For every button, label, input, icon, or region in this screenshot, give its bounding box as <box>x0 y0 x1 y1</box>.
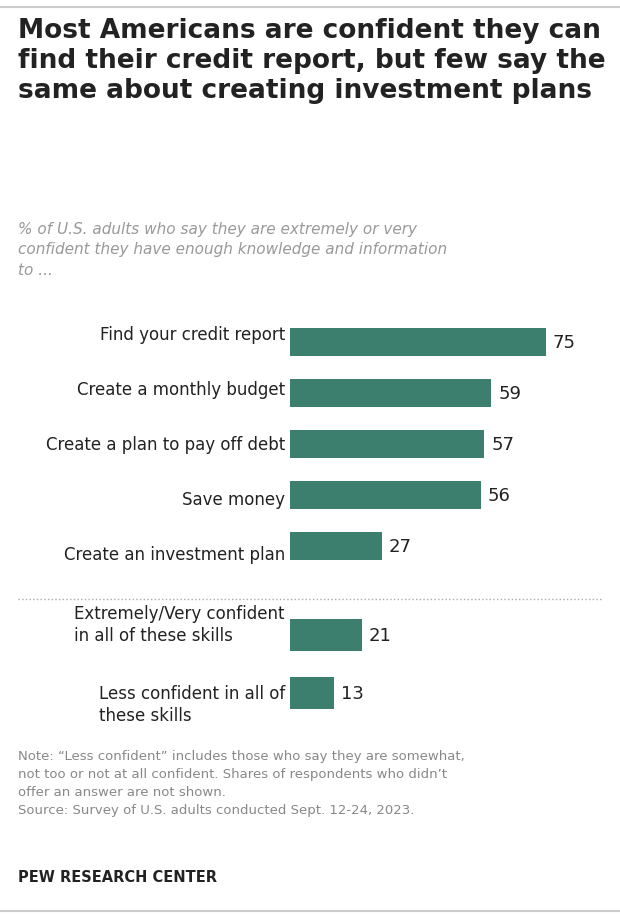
Bar <box>290 482 481 510</box>
Bar <box>290 328 546 357</box>
Text: PEW RESEARCH CENTER: PEW RESEARCH CENTER <box>18 869 217 884</box>
Text: 13: 13 <box>341 685 364 702</box>
Bar <box>290 677 334 709</box>
Text: Create an investment plan: Create an investment plan <box>64 545 285 563</box>
Text: 59: 59 <box>498 384 521 403</box>
Text: Note: “Less confident” includes those who say they are somewhat,: Note: “Less confident” includes those wh… <box>18 749 465 762</box>
Text: Less confident in all of
these skills: Less confident in all of these skills <box>99 684 285 724</box>
Bar <box>290 430 484 459</box>
Text: Extremely/Very confident
in all of these skills: Extremely/Very confident in all of these… <box>74 605 285 644</box>
Bar <box>290 619 361 652</box>
Text: Most Americans are confident they can
find their credit report, but few say the
: Most Americans are confident they can fi… <box>18 18 606 104</box>
Text: offer an answer are not shown.: offer an answer are not shown. <box>18 785 226 798</box>
Text: Save money: Save money <box>182 491 285 508</box>
Text: % of U.S. adults who say they are extremely or very
confident they have enough k: % of U.S. adults who say they are extrem… <box>18 221 447 278</box>
Text: Create a monthly budget: Create a monthly budget <box>77 380 285 399</box>
Text: 57: 57 <box>491 436 515 453</box>
Text: 56: 56 <box>488 487 511 505</box>
Text: not too or not at all confident. Shares of respondents who didn’t: not too or not at all confident. Shares … <box>18 767 447 780</box>
Text: 21: 21 <box>368 627 391 644</box>
Text: Source: Survey of U.S. adults conducted Sept. 12-24, 2023.: Source: Survey of U.S. adults conducted … <box>18 803 414 816</box>
Bar <box>290 380 491 407</box>
Text: 27: 27 <box>389 538 412 556</box>
Text: Find your credit report: Find your credit report <box>100 325 285 344</box>
Bar <box>290 533 382 561</box>
Text: 75: 75 <box>552 334 576 351</box>
Text: Create a plan to pay off debt: Create a plan to pay off debt <box>46 436 285 453</box>
